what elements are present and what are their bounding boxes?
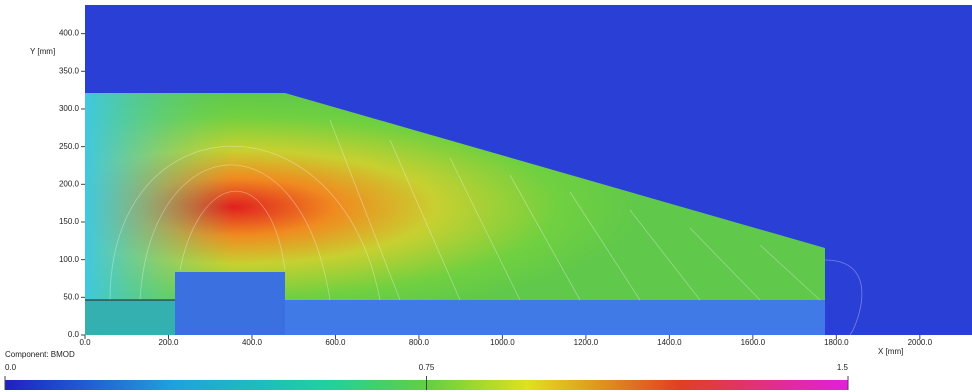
y-tick-label: 250.0 — [59, 142, 80, 151]
x-tick-label: 200.0 — [158, 338, 179, 347]
colorbar-tick-label: 0.0 — [5, 363, 17, 372]
x-tick-label: 1600.0 — [741, 338, 766, 347]
y-tick-label: 100.0 — [59, 255, 80, 264]
bottom-strip — [285, 300, 825, 335]
x-tick-label: 1200.0 — [574, 338, 599, 347]
y-tick-label: 200.0 — [59, 179, 80, 188]
y-tick-label: 400.0 — [59, 29, 80, 38]
colorbar-tick-label: 0.75 — [419, 363, 435, 372]
x-tick-label: 1800.0 — [824, 338, 849, 347]
y-tick-label: 150.0 — [59, 217, 80, 226]
plate — [175, 272, 285, 335]
y-tick-label: 350.0 — [59, 66, 80, 75]
x-tick-label: 1000.0 — [490, 338, 515, 347]
y-tick-label: 300.0 — [59, 104, 80, 113]
field-lines — [109, 119, 863, 336]
x-tick-label: 800.0 — [409, 338, 430, 347]
x-tick-label: 2000.0 — [908, 338, 933, 347]
y-tick-label: 0.0 — [68, 330, 80, 339]
x-tick-label: 400.0 — [242, 338, 263, 347]
x-tick-label: 600.0 — [325, 338, 346, 347]
y-axis-label: Y [mm] — [30, 47, 55, 56]
y-tick-label: 50.0 — [63, 292, 79, 301]
x-tick-label: 1400.0 — [657, 338, 682, 347]
colorbar-title: Component: BMOD — [5, 350, 75, 359]
colorbar-tick-label: 1.5 — [837, 363, 849, 372]
x-tick-label: 0.0 — [79, 338, 91, 347]
x-axis-label: X [mm] — [878, 347, 903, 356]
left-strip — [85, 300, 175, 335]
field-edge — [85, 93, 825, 300]
